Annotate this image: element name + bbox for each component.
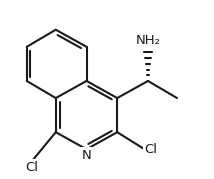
Text: Cl: Cl: [145, 143, 158, 156]
Text: N: N: [82, 149, 91, 162]
Text: NH₂: NH₂: [135, 34, 160, 47]
Text: Cl: Cl: [25, 161, 38, 174]
